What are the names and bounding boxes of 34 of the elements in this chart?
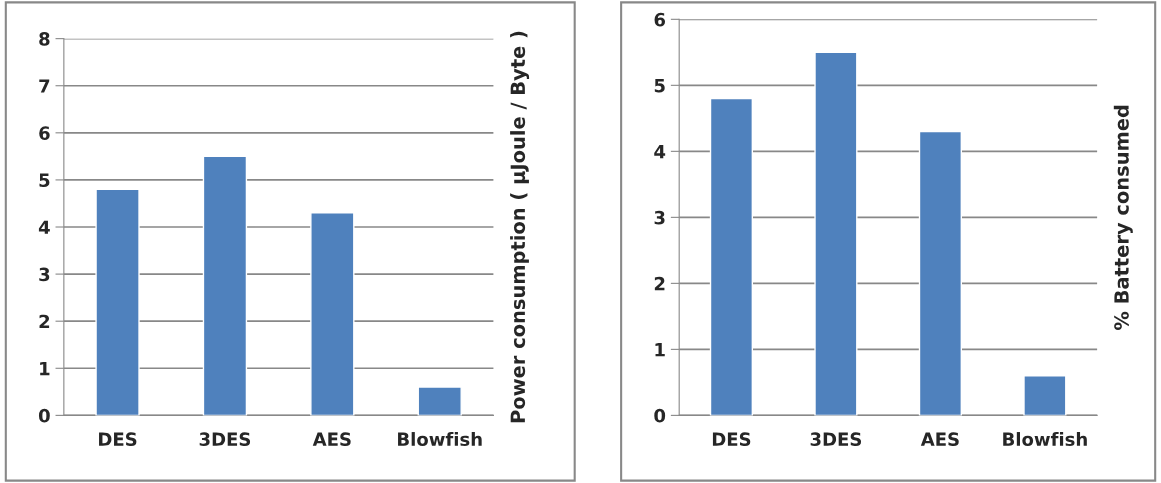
x-tick-label: Blowfish [398, 432, 482, 447]
x-tick-label: DES [99, 432, 137, 447]
y-tick-label: 8 [39, 32, 50, 46]
x-tick-label: AES [920, 432, 959, 447]
y-tick-label: 1 [655, 343, 665, 357]
bar [1023, 375, 1067, 416]
y-tick-label: 3 [39, 267, 50, 282]
bar [814, 51, 858, 416]
y-tick-label: 2 [39, 314, 50, 329]
y-axis-title: Power consumption ( μJoule / Byte ) [510, 31, 530, 423]
bar [417, 386, 462, 416]
x-tick-label: DES [712, 432, 751, 447]
bar [95, 188, 140, 416]
x-tick-label: AES [312, 432, 351, 447]
x-tick-label: 3DES [199, 432, 251, 447]
y-tick-label: 7 [39, 79, 50, 93]
y-tick-label: 0 [38, 408, 50, 423]
y-tick-label: 1 [40, 361, 50, 376]
bar [918, 130, 963, 416]
bar [202, 155, 248, 416]
y-tick-label: 4 [654, 145, 666, 159]
y-tick-label: 5 [39, 173, 50, 188]
x-tick-label: 3DES [810, 432, 862, 447]
y-tick-label: 2 [654, 276, 665, 291]
y-tick-label: 6 [39, 126, 50, 140]
y-tick-label: 5 [654, 79, 665, 93]
x-tick-label: Blowfish [1003, 432, 1087, 447]
y-tick-label: 3 [654, 210, 665, 225]
bar [310, 212, 355, 416]
y-tick-label: 4 [38, 220, 50, 234]
y-axis-title: % Battery consumed [1113, 105, 1133, 330]
y-tick-label: 0 [654, 408, 666, 423]
bar [709, 97, 754, 416]
y-tick-label: 6 [654, 12, 666, 27]
